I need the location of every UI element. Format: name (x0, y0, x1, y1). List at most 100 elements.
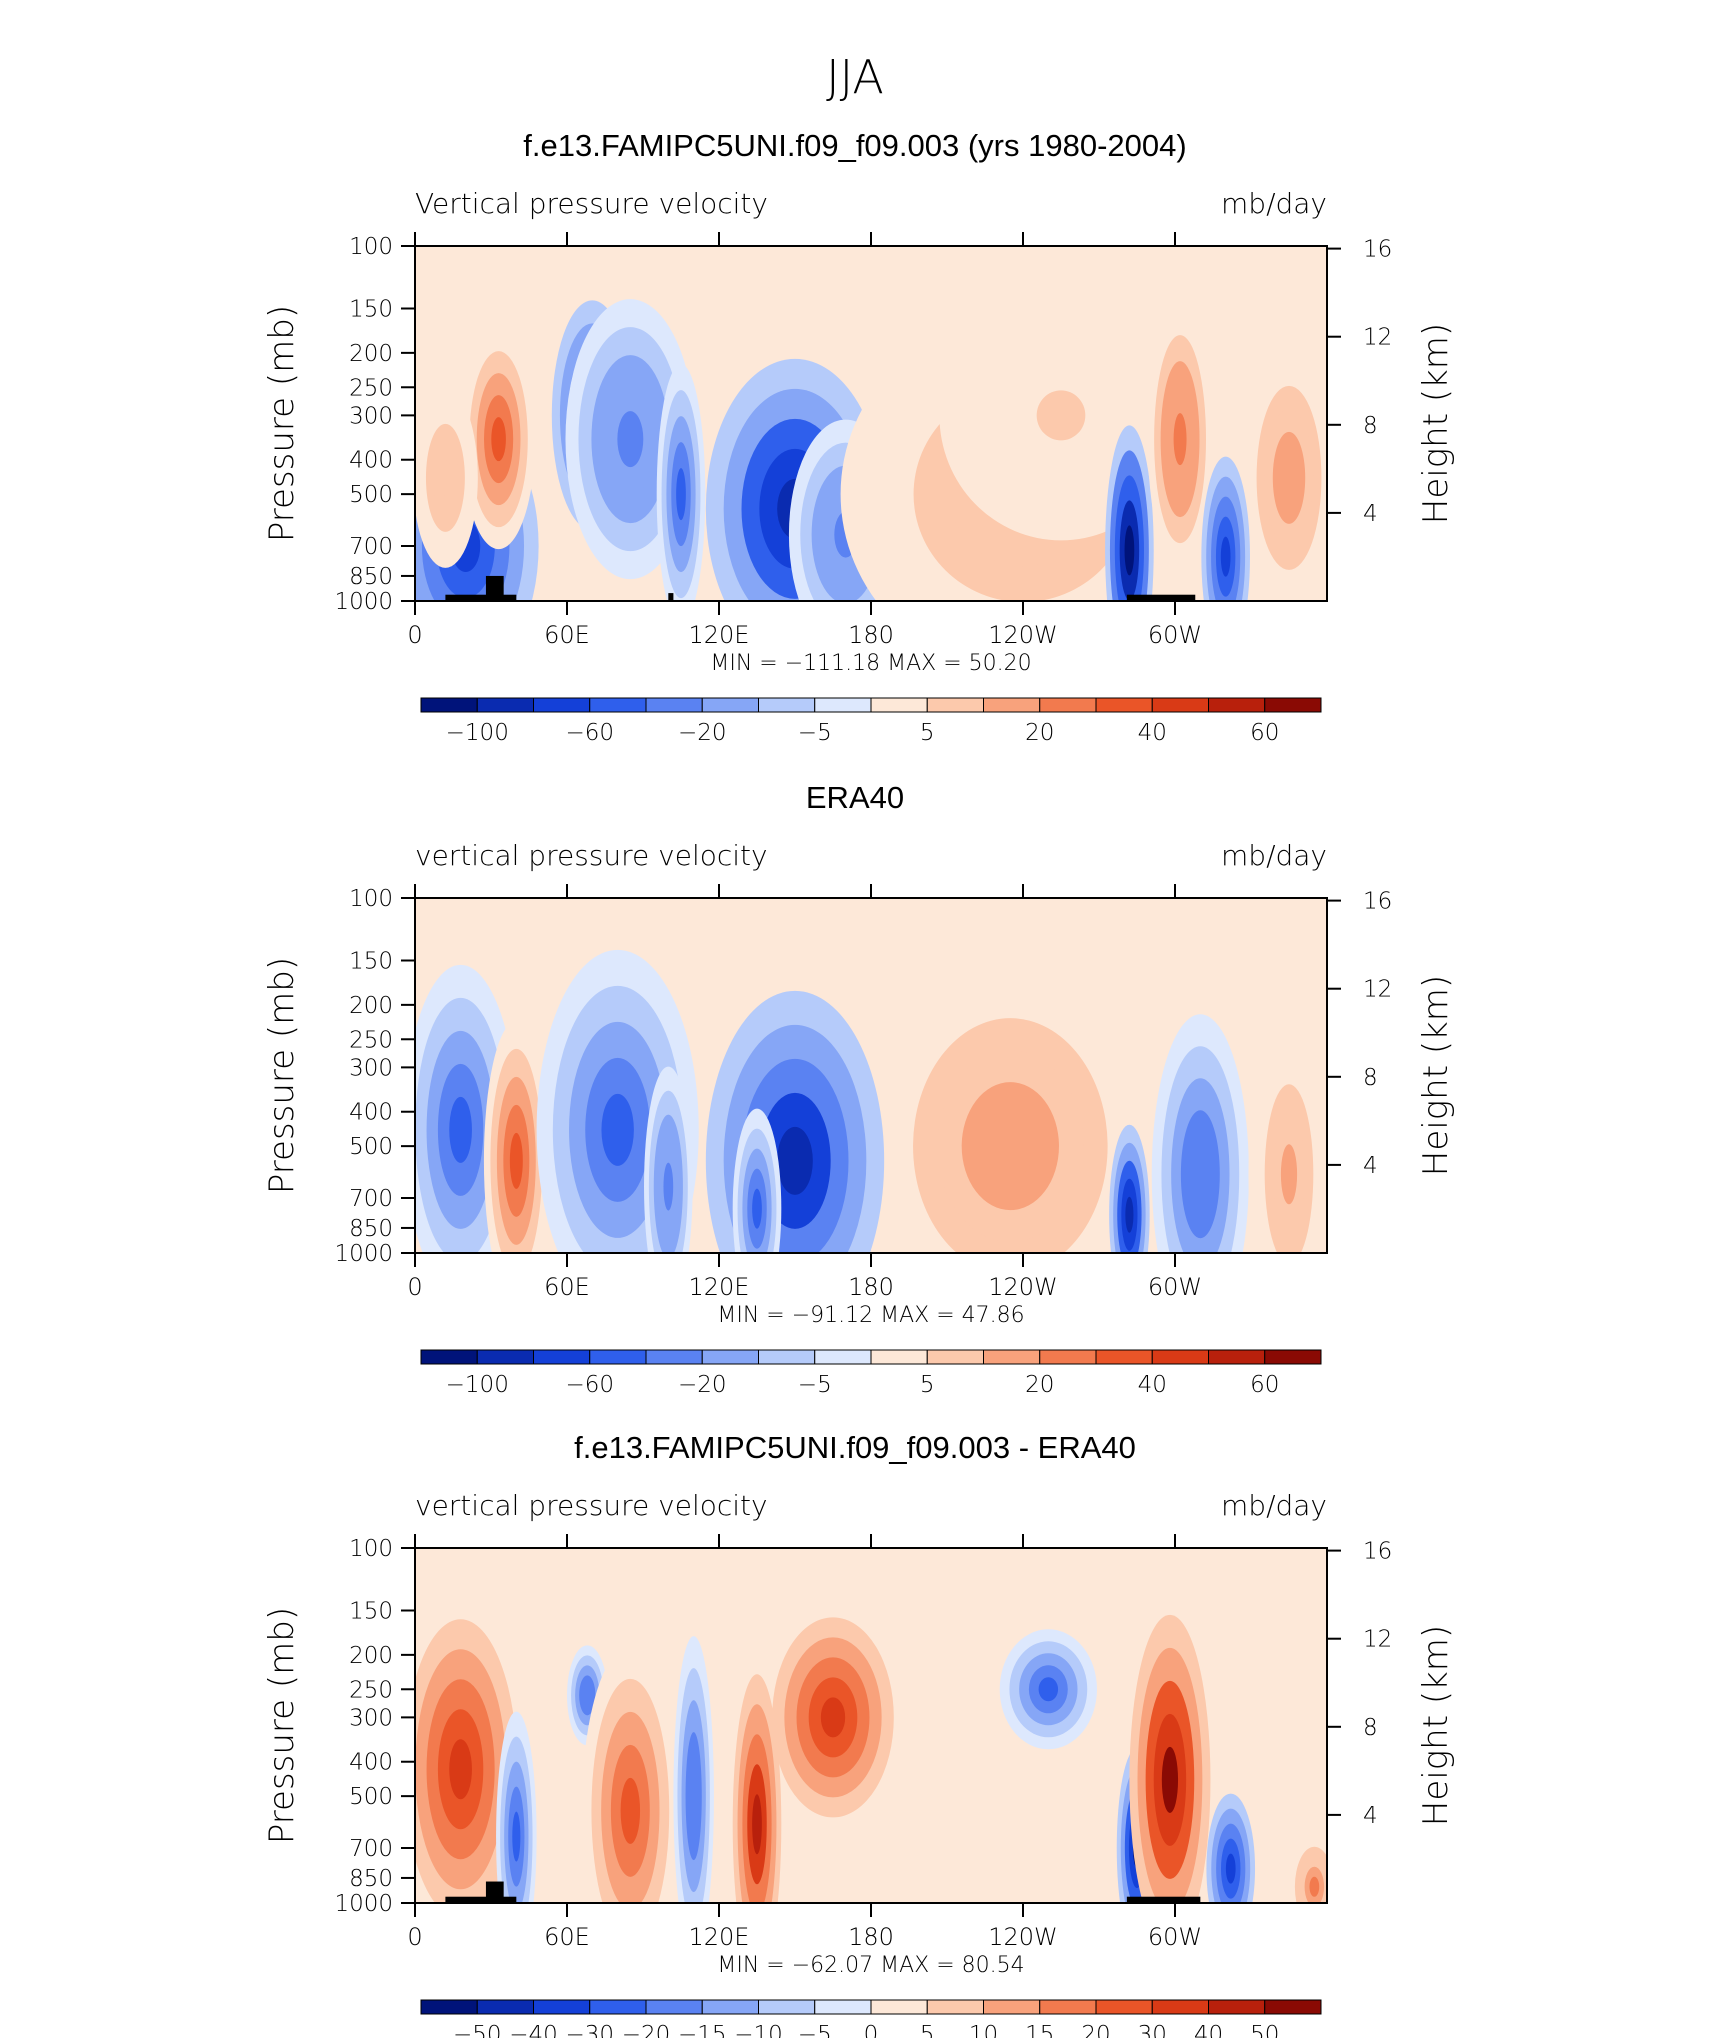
colorbar-label: −20 (622, 2022, 671, 2038)
y2-tick-label: 16 (1363, 1539, 1392, 1565)
y-tick-label: 700 (349, 1186, 393, 1212)
contour-band (663, 1162, 674, 1211)
colorbar-swatch (926, 697, 984, 713)
y-tick-label: 500 (349, 1784, 393, 1810)
contour-band (1190, 1142, 1211, 1207)
colorbar-swatch (1151, 697, 1209, 713)
y-tick-label: 200 (349, 993, 393, 1019)
colorbar-label: 20 (1025, 1372, 1054, 1398)
x-tick-label: 120E (689, 1273, 750, 1301)
colorbar-label: −10 (734, 2022, 783, 2038)
colorbar-swatch (701, 1999, 759, 2015)
min-max-label: MIN = −91.12 MAX = 47.86 (717, 1303, 1024, 1328)
colorbar-label: 5 (920, 1372, 935, 1398)
min-max-label: MIN = −111.18 MAX = 50.20 (710, 651, 1031, 676)
topography-mask (668, 593, 674, 601)
x-tick-label: 180 (848, 1273, 894, 1301)
contour-band (617, 411, 644, 468)
colorbar-swatch (645, 1349, 703, 1365)
y-tick-label: 500 (349, 1134, 393, 1160)
y-tick-label: 150 (349, 949, 393, 975)
y-tick-label: 100 (349, 886, 393, 912)
contour-band (1124, 525, 1135, 576)
colorbar-swatch (476, 1349, 534, 1365)
units-label: mb/day (1221, 187, 1327, 220)
y-tick-label: 150 (349, 1599, 393, 1625)
colorbar-swatch (983, 1349, 1041, 1365)
colorbar-swatch (983, 1999, 1041, 2015)
contour-band (676, 468, 686, 521)
colorbar-label: 50 (1250, 2022, 1279, 2038)
x-tick-label: 180 (848, 621, 894, 649)
x-tick-label: 120E (689, 1923, 750, 1951)
contour-band (1280, 1144, 1298, 1205)
contour-band (438, 459, 452, 496)
x-tick-label: 180 (848, 1923, 894, 1951)
colorbar-swatch (476, 1999, 534, 2015)
y-tick-label: 1000 (334, 1241, 393, 1267)
x-tick-label: 60W (1148, 1273, 1202, 1301)
colorbar-swatch (870, 1999, 928, 2015)
colorbar-swatch (533, 1349, 591, 1365)
y-tick-label: 300 (349, 1055, 393, 1081)
colorbar-swatch (701, 1349, 759, 1365)
y2-tick-label: 8 (1363, 1715, 1378, 1741)
colorbar-swatch (420, 697, 478, 713)
colorbar-swatch (701, 697, 759, 713)
colorbar-label: 40 (1138, 720, 1167, 746)
x-tick-label: 60E (544, 1923, 590, 1951)
colorbar-label: −5 (798, 1372, 832, 1398)
x-tick-label: 120W (988, 1273, 1058, 1301)
colorbar-label: −50 (453, 2022, 502, 2038)
y2-tick-label: 12 (1363, 325, 1392, 351)
colorbar-swatch (758, 697, 816, 713)
contour-band (512, 1811, 521, 1862)
units-label: mb/day (1221, 839, 1327, 872)
y2-tick-label: 4 (1363, 501, 1378, 527)
y-axis-label: Pressure (mb) (262, 305, 302, 542)
colorbar-label: −40 (509, 2022, 558, 2038)
left-string: vertical pressure velocity (415, 839, 768, 872)
y2-tick-label: 12 (1363, 977, 1392, 1003)
colorbar-label: 5 (920, 720, 935, 746)
contour-band (986, 1114, 1035, 1179)
y-tick-label: 700 (349, 1836, 393, 1862)
panel-title: f.e13.FAMIPC5UNI.f09_f09.003 - ERA40 (574, 1430, 1136, 1465)
colorbar-swatch (589, 1999, 647, 2015)
colorbar-swatch (1039, 697, 1097, 713)
x-tick-label: 120E (689, 621, 750, 649)
y2-tick-label: 12 (1363, 1627, 1392, 1653)
colorbar-swatch (420, 1999, 478, 2015)
chart-panel-1: f.e13.FAMIPC5UNI.f09_f09.003 (yrs 1980-2… (262, 128, 1456, 746)
x-tick-label: 0 (407, 621, 422, 649)
colorbar-swatch (420, 1349, 478, 1365)
y-tick-label: 250 (349, 1677, 393, 1703)
contour-band (752, 1188, 762, 1229)
contour-band (509, 1132, 523, 1189)
colorbar-swatch (1208, 697, 1266, 713)
topography-mask (485, 1881, 504, 1903)
contour-band (583, 1685, 592, 1706)
y2-axis-label: Height (km) (1416, 975, 1456, 1176)
y-axis-label: Pressure (mb) (262, 957, 302, 1194)
y-tick-label: 150 (349, 297, 393, 323)
colorbar-swatch (589, 1349, 647, 1365)
colorbar-swatch (589, 697, 647, 713)
colorbar-label: −5 (798, 2022, 832, 2038)
contour-band (777, 1126, 813, 1195)
topography-mask (1126, 594, 1196, 601)
contour-band (1280, 454, 1298, 501)
colorbar-label: 5 (920, 2022, 935, 2038)
colorbar-label: 0 (864, 2022, 879, 2038)
contour-band (449, 1096, 472, 1163)
y2-tick-label: 8 (1363, 413, 1378, 439)
contour-band (1125, 1196, 1134, 1233)
y2-tick-label: 8 (1363, 1065, 1378, 1091)
units-label: mb/day (1221, 1489, 1327, 1522)
contour-band (1036, 390, 1086, 441)
chart-panel-2: ERA40 vertical pressure velocity mb/day 0 60… (262, 780, 1456, 1398)
colorbar-label: −60 (565, 1372, 614, 1398)
x-tick-label: 60E (544, 621, 590, 649)
y-tick-label: 100 (349, 234, 393, 260)
y-tick-label: 300 (349, 1705, 393, 1731)
